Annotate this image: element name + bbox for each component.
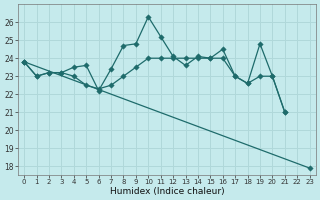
X-axis label: Humidex (Indice chaleur): Humidex (Indice chaleur) bbox=[109, 187, 224, 196]
